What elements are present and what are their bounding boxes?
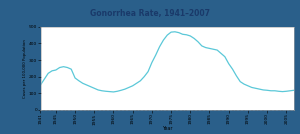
- Y-axis label: Cases per 100,000 Population: Cases per 100,000 Population: [23, 39, 27, 98]
- Text: Gonorrhea Rate, 1941–2007: Gonorrhea Rate, 1941–2007: [90, 9, 210, 18]
- X-axis label: Year: Year: [162, 126, 172, 131]
